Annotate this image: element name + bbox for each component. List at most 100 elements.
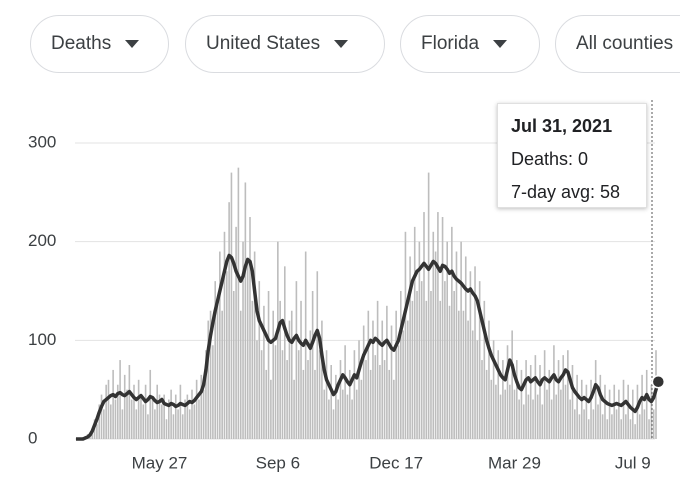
bar (335, 374, 337, 439)
bar (207, 320, 210, 439)
bar (316, 271, 319, 439)
bar (147, 414, 149, 439)
bar (432, 231, 435, 439)
bar (142, 404, 145, 439)
chip-label: All counties (576, 33, 674, 54)
bar (228, 202, 230, 439)
bar (286, 360, 288, 439)
bar (346, 394, 349, 439)
bar (402, 330, 404, 439)
bar (460, 241, 462, 439)
bar (223, 231, 226, 439)
bar (379, 365, 381, 439)
bar (393, 379, 395, 439)
bar (272, 310, 274, 439)
bar (578, 414, 581, 439)
county-chip[interactable]: All counties (555, 15, 680, 73)
metric-chip[interactable]: Deaths (30, 15, 169, 73)
bar (235, 226, 237, 439)
bar (569, 399, 571, 439)
bar (580, 379, 583, 439)
bar (495, 384, 497, 439)
bar (270, 379, 272, 439)
bar (258, 281, 261, 439)
bar (430, 291, 432, 439)
bar (239, 310, 242, 439)
bar (648, 419, 650, 439)
dropdown-arrow (493, 40, 508, 48)
bar (103, 409, 105, 439)
bar (497, 350, 500, 439)
bar (601, 414, 604, 439)
y-tick-label: 0 (28, 428, 37, 447)
tooltip: Jul 31, 2021 Deaths: 0 7-day avg: 58 (497, 103, 647, 208)
bar (351, 399, 353, 439)
bar (474, 266, 476, 439)
bar (571, 365, 574, 439)
bar (216, 300, 219, 439)
bar (541, 404, 544, 439)
bar (411, 300, 414, 439)
bar (337, 399, 339, 439)
bar (302, 369, 305, 439)
state-chip[interactable]: Florida (400, 15, 540, 73)
bar (506, 345, 509, 439)
bar (179, 384, 182, 439)
bar (151, 399, 154, 439)
bar (606, 419, 609, 439)
bar (98, 404, 100, 439)
bar (585, 384, 588, 439)
bar (249, 217, 251, 439)
bar (604, 384, 606, 439)
bar (96, 424, 98, 439)
tooltip-title: Jul 31, 2021 (511, 116, 613, 136)
bar (184, 399, 186, 439)
bar (277, 241, 279, 439)
bar (439, 300, 442, 439)
bar (133, 384, 135, 439)
hover-point (651, 375, 666, 389)
bar (123, 374, 126, 439)
bar (557, 360, 560, 439)
bar (328, 399, 330, 439)
bar (251, 300, 254, 439)
bar (511, 330, 513, 439)
bar (643, 409, 646, 439)
bar (567, 350, 569, 439)
bar (594, 360, 597, 439)
bar (509, 384, 511, 439)
bar (193, 404, 196, 439)
bar (599, 374, 602, 439)
bar (342, 389, 344, 439)
bar (365, 360, 367, 439)
bar (362, 325, 365, 439)
bar (502, 360, 504, 439)
bar (339, 360, 342, 439)
bar (311, 291, 314, 439)
y-tick-label: 200 (28, 231, 56, 250)
bar (212, 345, 214, 439)
bar (636, 384, 639, 439)
bar (358, 340, 360, 439)
bar (374, 355, 377, 439)
bar (437, 212, 439, 439)
bar (613, 384, 616, 439)
bar (469, 271, 472, 439)
bar (615, 409, 618, 439)
bar (344, 345, 346, 439)
bar (321, 320, 323, 439)
bar (260, 350, 263, 439)
bar (121, 409, 124, 439)
bar (244, 182, 247, 439)
country-chip[interactable]: United States (185, 15, 385, 73)
bar (135, 409, 138, 439)
bar (597, 404, 599, 439)
chip-label: Florida (421, 33, 480, 54)
bar (397, 345, 400, 439)
bar (534, 355, 537, 439)
bar (638, 414, 641, 439)
bar (467, 320, 469, 439)
bar (520, 369, 523, 439)
x-tick-label: May 27 (132, 453, 188, 472)
bar (372, 320, 374, 439)
